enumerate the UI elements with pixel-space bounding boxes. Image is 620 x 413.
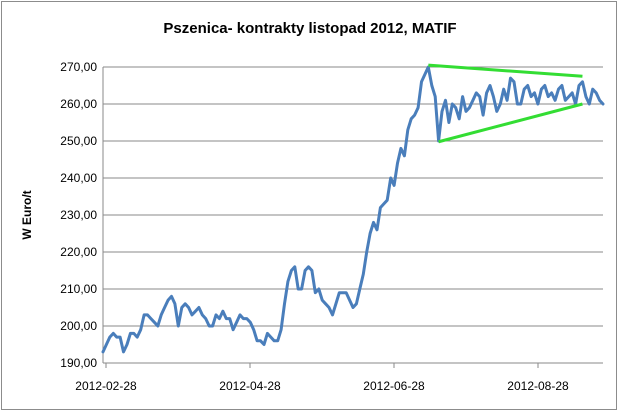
- price-line: [101, 65, 605, 354]
- y-tick-label: 240,00: [60, 171, 97, 185]
- x-tick-label: 2012-08-28: [507, 379, 569, 393]
- x-tick-label: 2012-02-28: [75, 379, 137, 393]
- chart-title: Pszenica- kontrakty listopad 2012, MATIF: [163, 20, 457, 37]
- y-tick-label: 250,00: [60, 134, 97, 148]
- x-tick-label: 2012-06-28: [363, 379, 425, 393]
- x-tick-label: 2012-04-28: [219, 379, 281, 393]
- y-tick-label: 210,00: [60, 282, 97, 296]
- y-tick-label: 260,00: [60, 97, 97, 111]
- upper-trendline: [428, 63, 583, 78]
- y-tick-label: 200,00: [60, 319, 97, 333]
- lower-trendline: [438, 102, 583, 144]
- y-tick-label: 190,00: [60, 356, 97, 370]
- y-tick-label: 220,00: [60, 245, 97, 259]
- y-tick-label: 270,00: [60, 60, 97, 74]
- y-tick-label: 230,00: [60, 208, 97, 222]
